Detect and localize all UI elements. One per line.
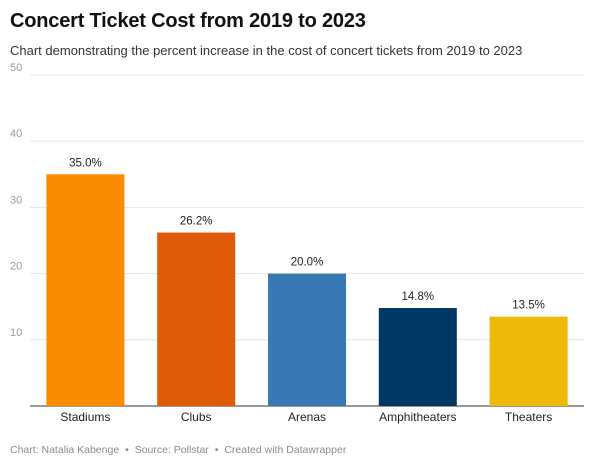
chart-title: Concert Ticket Cost from 2019 to 2023 [10, 10, 366, 32]
bar-value-label: 20.0% [291, 257, 324, 269]
footer-separator: • [125, 444, 129, 456]
footer-separator: • [214, 444, 219, 456]
y-tick-label: 30 [10, 194, 22, 206]
bar [46, 174, 125, 406]
y-tick-label: 20 [10, 261, 22, 273]
bar [489, 316, 568, 406]
bar-value-label: 14.8% [401, 291, 434, 303]
bar-value-label: 26.2% [180, 216, 213, 228]
x-tick-label: Stadiums [60, 410, 110, 424]
footer-author: Chart: Natalia Kabenge [10, 444, 120, 456]
x-tick-label: Clubs [181, 410, 212, 424]
bar [378, 308, 457, 406]
x-tick-label: Arenas [288, 410, 326, 424]
chart-footer: Chart: Natalia Kabenge • Source: Pollsta… [10, 444, 346, 456]
footer-source: Source: Pollstar [134, 444, 209, 456]
footer-credit: Created with Datawrapper [224, 444, 347, 456]
y-tick-label: 50 [10, 62, 22, 74]
bar [157, 232, 236, 406]
y-tick-label: 40 [10, 128, 22, 140]
x-tick-label: Amphitheaters [379, 410, 456, 424]
bar-value-label: 35.0% [69, 157, 102, 169]
bar-value-label: 13.5% [512, 300, 545, 312]
bar [268, 273, 346, 406]
y-tick-label: 10 [10, 327, 22, 339]
x-tick-label: Theaters [505, 410, 552, 424]
chart-subtitle: Chart demonstrating the percent increase… [10, 43, 523, 58]
